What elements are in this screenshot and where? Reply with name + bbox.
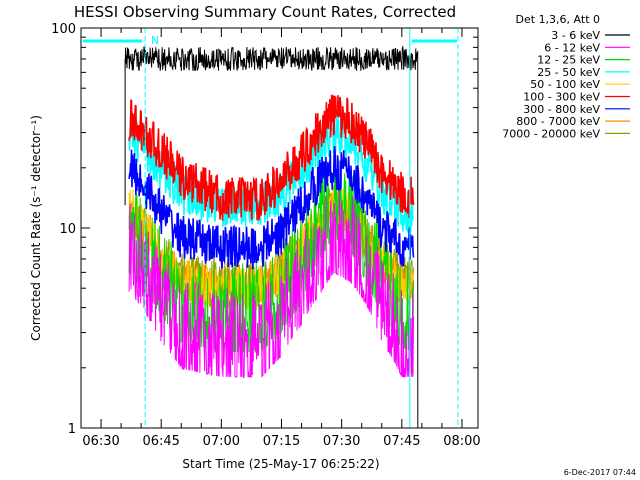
legend-label: 100 - 300 keV bbox=[523, 91, 600, 104]
x-tick-label: 07:15 bbox=[263, 434, 300, 449]
series-line-3-6kev bbox=[124, 45, 419, 429]
series-line-12-25kev bbox=[128, 162, 414, 353]
legend-title: Det 1,3,6, Att 0 bbox=[516, 13, 600, 26]
series-line-300-800kev bbox=[128, 146, 415, 270]
x-tick-label: 06:45 bbox=[142, 434, 179, 449]
legend-label: 7000 - 20000 keV bbox=[502, 127, 600, 140]
x-axis-label: Start Time (25-May-17 06:25:22) bbox=[182, 457, 379, 471]
legend-label: 12 - 25 keV bbox=[537, 54, 600, 67]
series-line-100-300kev bbox=[128, 94, 415, 222]
y-tick-label: 1 bbox=[68, 422, 76, 437]
y-tick-label: 10 bbox=[59, 222, 76, 237]
series-line-25-50kev bbox=[128, 113, 414, 233]
legend-label: 800 - 7000 keV bbox=[516, 115, 600, 128]
plot-area: N bbox=[80, 28, 459, 429]
y-tick-label: 100 bbox=[51, 22, 76, 37]
legend-label: 6 - 12 keV bbox=[544, 41, 600, 54]
legend-label: 25 - 50 keV bbox=[537, 66, 600, 79]
x-tick-label: 07:30 bbox=[323, 434, 360, 449]
y-axis-label: Corrected Count Rate (s⁻¹ detector⁻¹) bbox=[29, 115, 43, 341]
night-label: N bbox=[151, 34, 159, 47]
legend-label: 3 - 6 keV bbox=[551, 29, 600, 42]
x-tick-label: 07:45 bbox=[383, 434, 420, 449]
axes: 1 10 100 06:30 06:45 07:00 07:15 07:30 07:45 08:0… bbox=[51, 22, 481, 449]
legend-label: 50 - 100 keV bbox=[530, 78, 600, 91]
x-tick-label: 07:00 bbox=[203, 434, 240, 449]
x-tick-label: 08:00 bbox=[443, 434, 480, 449]
x-tick-label: 06:30 bbox=[82, 434, 119, 449]
chart-title: HESSI Observing Summary Count Rates, Cor… bbox=[74, 3, 456, 21]
footer-timestamp: 6-Dec-2017 07:44 bbox=[564, 468, 636, 477]
legend-label: 300 - 800 keV bbox=[523, 103, 600, 116]
series-line-6-12kev bbox=[128, 186, 414, 379]
